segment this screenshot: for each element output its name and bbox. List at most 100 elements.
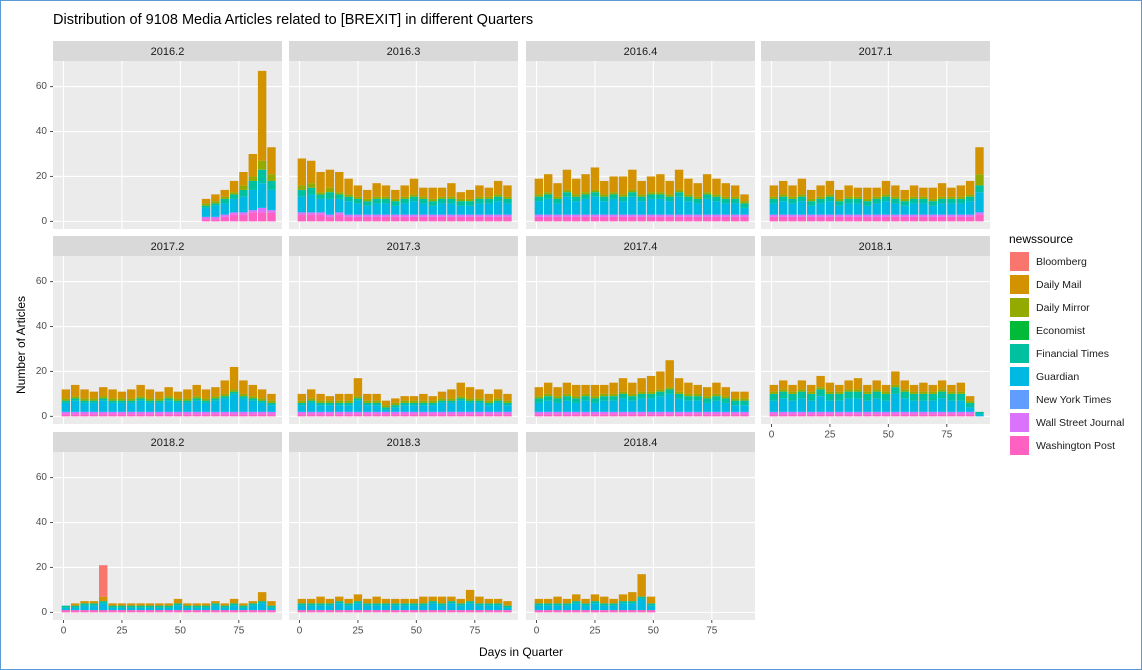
bar-segment	[220, 198, 229, 204]
bar-segment	[335, 405, 344, 412]
strip	[526, 236, 755, 256]
bar-segment	[712, 382, 721, 394]
bar-segment	[835, 201, 844, 206]
bar-segment	[80, 400, 89, 403]
bar-segment	[316, 171, 325, 193]
bar-segment	[409, 414, 419, 417]
bar-segment	[609, 198, 618, 215]
bar-segment	[465, 387, 475, 399]
bar-segment	[381, 603, 391, 606]
bar-segment	[503, 198, 512, 204]
bar-segment	[807, 205, 816, 215]
bar-segment	[956, 203, 965, 215]
bar-segment	[581, 198, 590, 215]
legend-swatch	[1010, 275, 1029, 294]
bar-segment	[381, 196, 391, 199]
bar-segment	[503, 405, 512, 412]
bar-segment	[267, 400, 276, 403]
bar-segment	[493, 605, 503, 611]
bar-segment	[618, 414, 628, 417]
bar-segment	[628, 189, 637, 193]
bar-segment	[99, 398, 108, 401]
bar-segment	[267, 610, 276, 613]
bar-segment	[335, 214, 344, 222]
bar-segment	[267, 414, 276, 417]
bar-segment	[456, 198, 465, 202]
bar-segment	[928, 400, 937, 412]
bar-segment	[628, 216, 637, 222]
bar-segment	[562, 393, 572, 397]
bar-segment	[419, 603, 428, 606]
bar-segment	[127, 607, 136, 611]
y-tick-label: 60	[36, 276, 48, 287]
bar-segment	[325, 187, 335, 193]
bar-segment	[127, 610, 136, 613]
bar-segment	[693, 393, 702, 397]
bar-segment	[363, 400, 372, 403]
bar-segment	[267, 147, 276, 175]
bar-segment	[475, 398, 484, 401]
bar-segment	[335, 610, 344, 613]
bar-segment	[248, 398, 257, 401]
bar-segment	[872, 414, 881, 417]
bar-segment	[562, 610, 572, 613]
bar-segment	[493, 398, 503, 401]
y-tick-label: 0	[41, 607, 47, 618]
bar-segment	[656, 174, 665, 193]
x-tick-label: 75	[469, 626, 481, 637]
bar-segment	[825, 194, 835, 197]
bar-segment	[637, 194, 646, 197]
bar-segment	[928, 384, 937, 392]
bar-segment	[730, 398, 740, 401]
bar-segment	[145, 411, 155, 415]
bar-segment	[391, 603, 400, 606]
bar-segment	[211, 216, 220, 220]
bar-segment	[562, 196, 572, 215]
bar-segment	[853, 214, 863, 217]
bar-segment	[493, 194, 503, 197]
bar-segment	[553, 183, 562, 197]
bar-segment	[447, 402, 456, 412]
bar-segment	[637, 596, 646, 599]
bar-segment	[456, 396, 465, 399]
bar-segment	[628, 610, 637, 613]
bar-segment	[909, 391, 919, 394]
bar-segment	[475, 414, 484, 417]
bar-segment	[229, 391, 239, 394]
bar-segment	[609, 192, 618, 195]
bar-segment	[534, 396, 544, 399]
bar-segment	[572, 178, 581, 195]
bar-segment	[581, 396, 590, 401]
bar-segment	[475, 389, 484, 399]
bar-segment	[572, 214, 581, 217]
bar-segment	[534, 201, 544, 215]
bar-segment	[543, 414, 553, 417]
bar-segment	[646, 398, 656, 412]
bar-segment	[316, 212, 325, 215]
bar-segment	[400, 598, 409, 604]
bar-segment	[553, 414, 562, 417]
bar-segment	[937, 196, 947, 199]
bar-segment	[553, 402, 562, 412]
bar-segment	[447, 610, 456, 613]
bar-segment	[353, 603, 363, 611]
bar-segment	[239, 414, 248, 417]
bar-segment	[581, 598, 590, 604]
bar-segment	[127, 402, 136, 412]
bar-segment	[155, 605, 164, 608]
bar-segment	[919, 382, 928, 392]
bar-segment	[192, 384, 201, 397]
bar-segment	[947, 391, 956, 394]
bar-segment	[872, 380, 881, 390]
bar-segment	[80, 603, 89, 606]
bar-segment	[257, 402, 267, 412]
bar-segment	[797, 398, 807, 412]
bar-segment	[562, 400, 572, 412]
bar-segment	[381, 409, 391, 412]
bar-segment	[145, 603, 155, 606]
bar-segment	[381, 216, 391, 222]
bar-segment	[306, 610, 316, 613]
bar-segment	[419, 402, 428, 406]
bar-segment	[306, 389, 316, 399]
bar-segment	[155, 398, 164, 401]
